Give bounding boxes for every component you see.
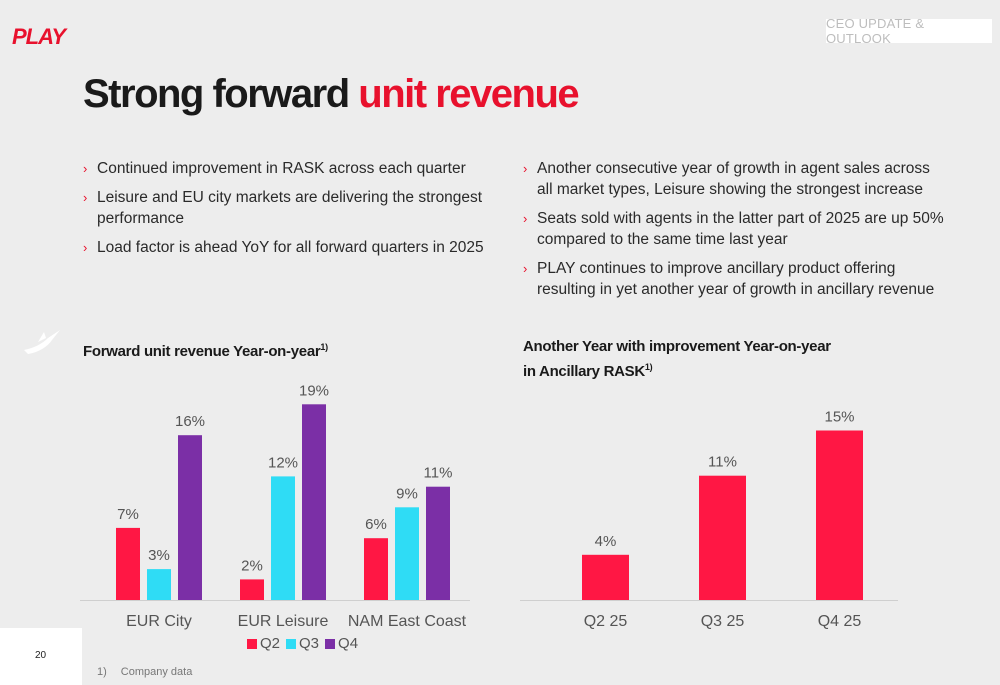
logo-text: PLAY	[12, 24, 68, 48]
bar-value-label: 6%	[365, 516, 387, 533]
legend-swatch-q4	[325, 638, 336, 649]
bar-value-label: 9%	[396, 485, 418, 502]
legend-label-q4: Q4	[338, 635, 359, 652]
chart2-title: Another Year with improvement Year-on-ye…	[523, 337, 883, 382]
bullet-item: › Continued improvement in RASK across ea…	[83, 158, 493, 179]
legend-label-q3: Q3	[299, 635, 320, 652]
bullet-item: › Load factor is ahead YoY for all forwar…	[83, 237, 493, 258]
legend-item-q3: Q3	[286, 635, 319, 652]
bullet-text: PLAY continues to improve ancillary prod…	[537, 260, 935, 298]
bar-q2	[116, 527, 140, 600]
ancillary-rask-chart: 4% Q2 25 11% Q3 25 15% Q4 25	[520, 409, 898, 630]
legend-swatch-q2	[247, 638, 257, 649]
bullet-text: Leisure and EU city markets are deliveri…	[97, 189, 483, 227]
category-label: Q2 25	[584, 613, 628, 630]
legend-swatch-q3	[286, 638, 297, 649]
chart1-footnote-ref: 1)	[320, 342, 328, 352]
chevron-right-icon: ›	[523, 261, 528, 276]
bullet-item: › Leisure and EU city markets are deliver…	[83, 187, 493, 229]
play-logo: PLAY	[12, 24, 69, 48]
play-bird-icon	[24, 330, 60, 354]
legend-label-q2: Q2	[260, 635, 281, 652]
bar-value-label: 15%	[824, 409, 854, 426]
bullet-text: Continued improvement in RASK across eac…	[97, 160, 466, 177]
bar-q4	[178, 435, 202, 600]
chart1-legend: Q2 Q3 Q4	[247, 635, 358, 652]
right-bullet-list: › Another consecutive year of growth in a…	[523, 158, 948, 308]
bullet-text: Load factor is ahead YoY for all forward…	[97, 239, 484, 256]
bullet-item: › PLAY continues to improve ancillary pro…	[523, 258, 948, 300]
bar-value-label: 2%	[241, 557, 263, 574]
bar-q2	[240, 579, 264, 600]
bar-q3	[271, 476, 295, 600]
forward-unit-revenue-chart: 7% 3% 16% EUR City 2% 12% 19% EUR Leisure 6% 9% 11…	[80, 382, 470, 630]
bar-value-label: 11%	[708, 454, 737, 471]
page-title: Strong forward unit revenue	[83, 72, 580, 117]
bar-value-label: 4%	[595, 533, 617, 550]
bar-q3	[395, 507, 419, 600]
page-number: 20	[35, 650, 47, 661]
category-label: NAM East Coast	[348, 613, 467, 630]
chart1-title-text: Forward unit revenue Year-on-year	[83, 343, 321, 360]
footnote-number: 1)	[97, 666, 107, 678]
legend-item-q2: Q2	[247, 635, 280, 652]
bar-q3	[147, 569, 171, 600]
bar	[699, 475, 746, 600]
chevron-right-icon: ›	[523, 211, 528, 226]
category-label: Q4 25	[818, 613, 862, 630]
page-number-box	[0, 628, 82, 685]
left-bullet-list: › Continued improvement in RASK across ea…	[83, 158, 493, 266]
bullet-item: › Another consecutive year of growth in a…	[523, 158, 948, 200]
footnote-text: Company data	[120, 666, 193, 678]
chevron-right-icon: ›	[83, 240, 88, 255]
bar	[582, 554, 629, 600]
bar-value-label: 11%	[424, 465, 453, 482]
legend-item-q4: Q4	[325, 635, 358, 652]
bar-q4	[426, 486, 450, 600]
chevron-right-icon: ›	[83, 190, 88, 205]
bar-value-label: 16%	[175, 413, 205, 430]
chevron-right-icon: ›	[523, 161, 528, 176]
chevron-right-icon: ›	[83, 161, 88, 176]
chart2-title-line2: in Ancillary RASK	[523, 363, 645, 380]
bar-value-label: 19%	[299, 382, 329, 399]
title-accent: unit revenue	[358, 72, 579, 116]
bar	[816, 430, 863, 600]
category-label: Q3 25	[701, 613, 745, 630]
category-label: EUR City	[126, 613, 192, 630]
bar-q2	[364, 538, 388, 600]
chart2-footnote-ref: 1)	[644, 362, 653, 372]
bullet-item: › Seats sold with agents in the latter pa…	[523, 208, 948, 250]
category-label: EUR Leisure	[238, 613, 329, 630]
title-main: Strong forward	[83, 72, 350, 116]
bullet-text: Another consecutive year of growth in ag…	[537, 160, 930, 198]
chart1-title: Forward unit revenue Year-on-year1)	[83, 337, 328, 362]
chart2-title-line1: Another Year with improvement Year-on-ye…	[523, 338, 831, 355]
section-tag: CEO UPDATE & OUTLOOK	[826, 16, 992, 46]
bullet-text: Seats sold with agents in the latter par…	[537, 210, 944, 248]
footnote: 1) Company data	[97, 666, 192, 678]
bar-q4	[302, 404, 326, 600]
section-tag-label: CEO UPDATE & OUTLOOK	[826, 16, 925, 46]
bar-value-label: 3%	[148, 547, 170, 564]
bar-value-label: 12%	[268, 454, 298, 471]
bar-value-label: 7%	[117, 506, 139, 523]
